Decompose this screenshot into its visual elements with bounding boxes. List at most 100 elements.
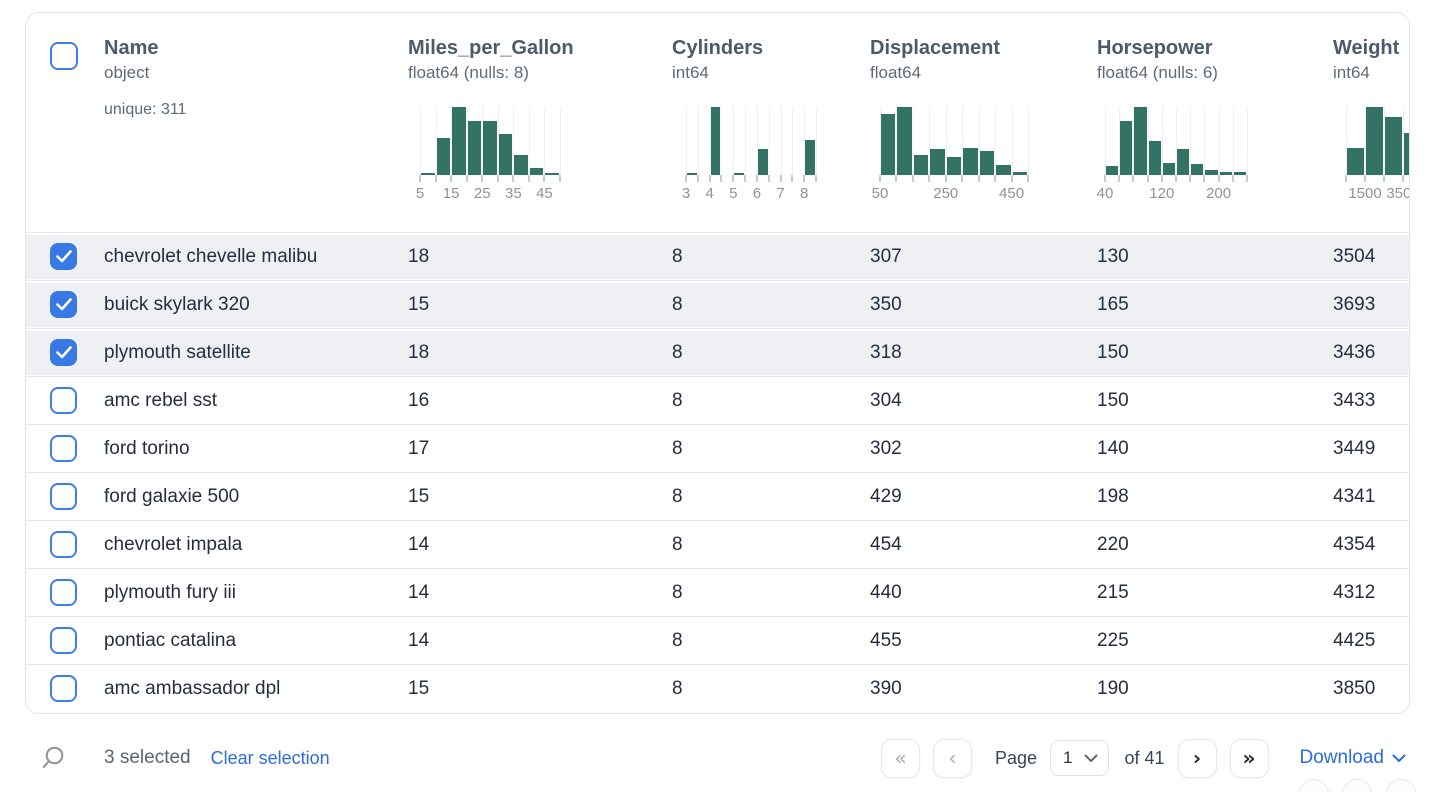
histogram-gridline xyxy=(1384,107,1385,175)
histogram-bar xyxy=(1219,171,1232,175)
page-select-value: 1 xyxy=(1062,748,1073,767)
column-header-miles-per-gallon[interactable]: Miles_per_Gallon float64 (nulls: 8) 5 15 2… xyxy=(408,13,672,232)
search-icon[interactable] xyxy=(40,745,66,771)
table-row[interactable]: amc rebel sst 16 8 304 150 3433 xyxy=(26,376,1409,424)
cell-miles-per-gallon: 14 xyxy=(408,581,430,603)
histogram-horsepower[interactable]: 40 120 200 xyxy=(1097,107,1248,203)
histogram-gridline xyxy=(420,107,421,175)
column-header-horsepower[interactable]: Horsepower float64 (nulls: 6) 40 120 200 xyxy=(1097,13,1333,232)
histogram-gridline xyxy=(945,107,947,175)
row-checkbox[interactable] xyxy=(50,531,77,558)
axis-tick xyxy=(944,175,947,182)
row-checkbox-cell xyxy=(26,243,104,270)
axis-tick-label: 8 xyxy=(800,185,809,202)
histogram-displacement[interactable]: 50 250 450 xyxy=(872,107,1029,203)
download-button[interactable]: Download xyxy=(1300,747,1407,769)
histogram-bars xyxy=(1105,107,1248,175)
cell-horsepower: 165 xyxy=(1097,293,1129,315)
table-row[interactable]: pontiac catalina 14 8 455 225 4425 xyxy=(26,616,1409,664)
cell-cylinders: 8 xyxy=(672,245,683,267)
row-checkbox-cell xyxy=(26,675,104,702)
cell-name: chevrolet impala xyxy=(104,533,243,555)
cell-miles-per-gallon: 18 xyxy=(408,341,430,363)
histogram-miles-per-gallon[interactable]: 5 15 25 35 45 xyxy=(416,107,561,203)
histogram-bar xyxy=(452,107,466,175)
histogram-gridline xyxy=(697,107,699,175)
column-header-displacement[interactable]: Displacement float64 50 250 450 xyxy=(870,13,1097,232)
row-checkbox[interactable] xyxy=(50,483,77,510)
cell-displacement: 455 xyxy=(870,629,902,651)
axis-tick xyxy=(720,175,723,182)
histogram-bar xyxy=(930,149,945,175)
axis-tick xyxy=(755,175,758,182)
histogram-bars xyxy=(1346,107,1409,175)
cell-weight: 3504 xyxy=(1333,245,1376,267)
cell-displacement: 302 xyxy=(870,437,902,459)
table-row[interactable]: chevrolet chevelle malibu 18 8 307 130 3504 xyxy=(26,232,1409,280)
histogram-bar xyxy=(421,172,435,175)
histogram-gridline xyxy=(816,107,817,175)
row-checkbox-cell xyxy=(26,579,104,606)
axis-tick-label: 6 xyxy=(752,185,762,202)
table-row[interactable]: chevrolet impala 14 8 454 220 4354 xyxy=(26,520,1409,568)
histogram-gridline xyxy=(1133,107,1135,175)
table-row[interactable]: ford galaxie 500 15 8 429 198 4341 xyxy=(26,472,1409,520)
page-select[interactable]: 1 xyxy=(1049,740,1110,776)
axis-tick xyxy=(1132,175,1135,182)
table-footer: 3 selected Clear selection « ‹ Page 1 of… xyxy=(40,733,1406,783)
histogram-bar xyxy=(467,120,482,175)
histogram-gridline xyxy=(1365,107,1366,175)
row-checkbox[interactable] xyxy=(50,291,77,318)
histogram-gridline xyxy=(497,107,499,175)
cell-cylinders: 8 xyxy=(672,341,683,363)
axis-tick xyxy=(1231,175,1234,182)
row-checkbox[interactable] xyxy=(50,243,77,270)
cell-name: pontiac catalina xyxy=(104,629,237,651)
row-checkbox[interactable] xyxy=(50,387,77,414)
histogram-gridline xyxy=(1119,107,1121,175)
cell-horsepower: 150 xyxy=(1097,341,1129,363)
prev-page-button[interactable]: ‹ xyxy=(932,738,972,778)
cell-miles-per-gallon: 15 xyxy=(408,677,430,699)
cell-displacement: 440 xyxy=(870,581,902,603)
row-checkbox[interactable] xyxy=(50,627,77,654)
axis-tick xyxy=(696,175,699,182)
clear-selection-link[interactable]: Clear selection xyxy=(210,747,330,768)
column-dtype: float64 xyxy=(870,63,922,82)
row-checkbox[interactable] xyxy=(50,339,77,366)
cell-weight: 3693 xyxy=(1333,293,1376,315)
histogram-gridline xyxy=(929,107,931,175)
column-title: Name xyxy=(104,37,159,59)
select-all-checkbox[interactable] xyxy=(50,42,78,70)
column-header-name[interactable]: Name object unique: 311 xyxy=(104,13,408,232)
column-header-weight[interactable]: Weight int64 15003500 xyxy=(1333,13,1409,232)
table-row[interactable]: plymouth satellite 18 8 318 150 3436 xyxy=(26,328,1409,376)
table-row[interactable]: amc ambassador dpl 15 8 390 190 3850 xyxy=(26,664,1409,712)
histogram-axis xyxy=(1345,175,1409,183)
axis-tick xyxy=(911,175,914,182)
cell-miles-per-gallon: 14 xyxy=(408,629,430,651)
first-page-button[interactable]: « xyxy=(880,738,920,778)
cell-name: amc ambassador dpl xyxy=(104,677,281,699)
last-page-button[interactable]: » xyxy=(1229,738,1269,778)
row-checkbox[interactable] xyxy=(50,435,77,462)
table-row[interactable]: buick skylark 320 15 8 350 165 3693 xyxy=(26,280,1409,328)
row-checkbox[interactable] xyxy=(50,579,77,606)
histogram-gridline xyxy=(1105,107,1106,175)
table-row[interactable]: plymouth fury iii 14 8 440 215 4312 xyxy=(26,568,1409,616)
axis-tick xyxy=(977,175,980,182)
next-page-button[interactable]: › xyxy=(1177,738,1217,778)
histogram-bar xyxy=(529,168,544,175)
row-checkbox[interactable] xyxy=(50,675,77,702)
cell-displacement: 304 xyxy=(870,389,902,411)
axis-tick xyxy=(559,175,561,182)
row-checkbox-cell xyxy=(26,387,104,414)
table-row[interactable]: ford torino 17 8 302 140 3449 xyxy=(26,424,1409,472)
histogram-gridline xyxy=(995,107,997,175)
histogram-weight[interactable]: 15003500 xyxy=(1345,107,1409,203)
table-header: Name object unique: 311 Miles_per_Gallon… xyxy=(26,13,1409,232)
cell-horsepower: 140 xyxy=(1097,437,1129,459)
column-dtype: int64 xyxy=(672,63,709,82)
